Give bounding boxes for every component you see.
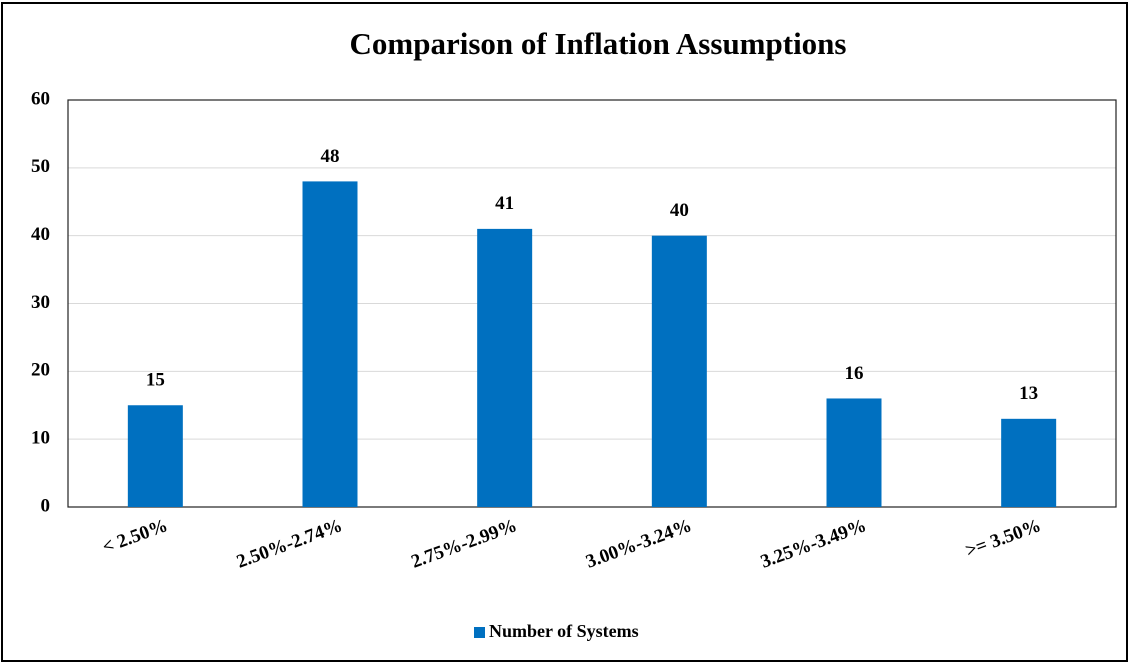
bar [302,181,358,507]
y-tick-label: 60 [31,88,50,109]
data-label: 16 [845,363,864,384]
data-label: 40 [670,200,689,221]
y-tick-label: 0 [41,495,51,516]
y-tick-label: 30 [31,292,50,313]
bar [1001,418,1057,507]
bar [651,235,707,507]
y-tick-label: 20 [31,360,50,381]
y-tick-label: 40 [31,224,50,245]
data-label: 41 [495,193,514,214]
data-label: 13 [1019,383,1038,404]
plot-frame [67,99,1117,508]
chart-title: Comparison of Inflation Assumptions [350,26,847,61]
data-label: 15 [146,370,165,391]
y-tick-label: 50 [31,156,50,177]
legend-swatch [474,627,485,638]
y-tick-label: 10 [31,428,50,449]
bar [826,398,882,507]
bar [477,228,533,507]
data-label: 48 [321,146,340,167]
bar [127,405,183,507]
legend-label: Number of Systems [489,621,639,641]
